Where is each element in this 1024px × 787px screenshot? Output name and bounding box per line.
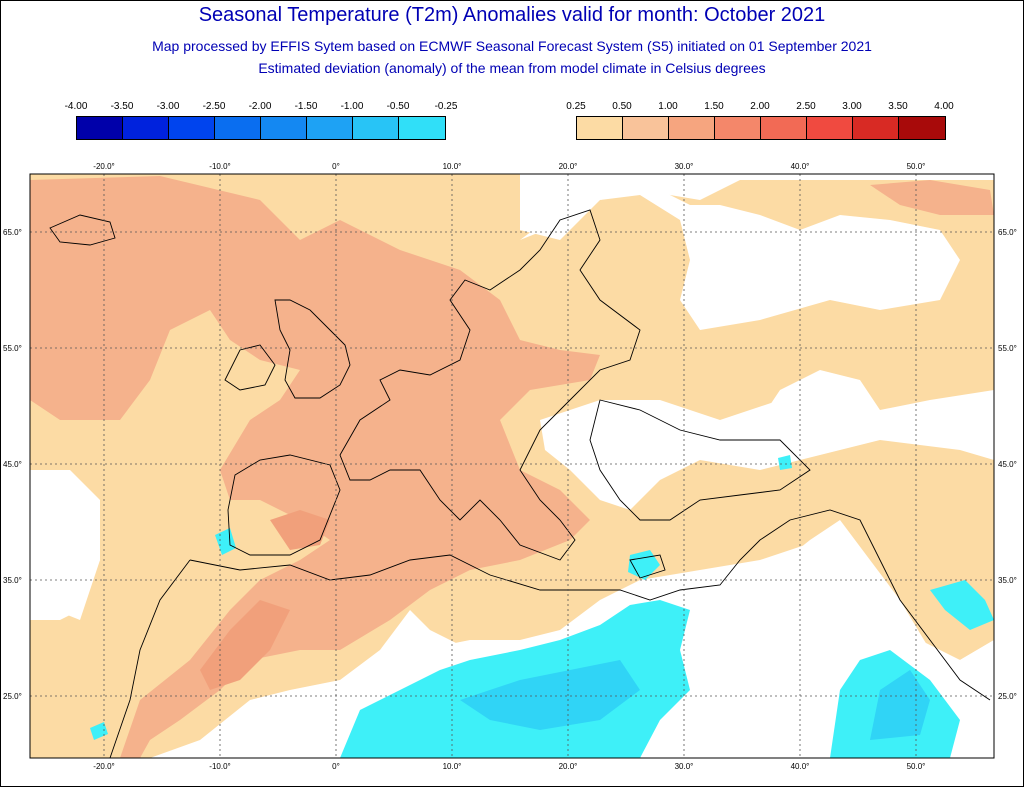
lat-label-left: 35.0° — [3, 576, 22, 585]
lat-label-right: 65.0° — [998, 228, 1017, 237]
lon-label-top: -10.0° — [209, 162, 230, 171]
lon-label-top: 0° — [332, 162, 340, 171]
anomaly-region-warm — [40, 185, 170, 245]
legend-swatch — [123, 117, 169, 139]
lon-label-bottom: 20.0° — [559, 762, 578, 771]
lon-label-bottom: 40.0° — [791, 762, 810, 771]
legend-swatch — [307, 117, 353, 139]
lon-label-bottom: 30.0° — [675, 762, 694, 771]
lat-label-right: 45.0° — [998, 460, 1017, 469]
legend-negative-label: -3.00 — [156, 101, 180, 112]
map-subtitle-line1: Map processed by EFFIS Sytem based on EC… — [152, 38, 872, 54]
lon-label-top: 30.0° — [675, 162, 694, 171]
lat-label-left: 55.0° — [3, 344, 22, 353]
anomaly-region-warm — [30, 176, 600, 758]
legend-positive-label: 3.00 — [842, 101, 862, 112]
legend-swatch — [853, 117, 899, 139]
map-border — [29, 173, 995, 759]
legend-negative — [76, 116, 446, 140]
anomaly-fields — [30, 174, 994, 758]
lat-label-left: 45.0° — [3, 460, 22, 469]
legend-negative-label: -1.50 — [294, 101, 318, 112]
lon-label-top: 20.0° — [559, 162, 578, 171]
anomaly-region-warm — [870, 180, 994, 215]
coastline — [339, 209, 641, 561]
legend-swatch — [353, 117, 399, 139]
legend-swatch — [261, 117, 307, 139]
legend-positive-label: 2.50 — [796, 101, 816, 112]
lat-label-left: 25.0° — [3, 692, 22, 701]
coastlines — [49, 209, 991, 758]
legend-negative-label: -0.50 — [386, 101, 410, 112]
legend-swatch — [169, 117, 215, 139]
lon-label-top: 10.0° — [443, 162, 462, 171]
anomaly-region-cold — [778, 455, 792, 470]
coastline — [629, 554, 666, 579]
legend-swatch — [577, 117, 623, 139]
anomaly-region-hot — [270, 510, 330, 550]
legend-positive-label: 1.00 — [658, 101, 678, 112]
legend-positive — [576, 116, 946, 140]
legend-positive-label: 4.00 — [934, 101, 954, 112]
coastline — [224, 344, 276, 391]
legend-negative-label: -0.25 — [434, 101, 458, 112]
anomaly-region-hot — [200, 600, 290, 690]
anomaly-region-cold — [930, 580, 994, 630]
legend-swatch — [715, 117, 761, 139]
graticule — [30, 174, 994, 758]
legend-negative-label: -4.00 — [64, 101, 88, 112]
legend-positive-label: 2.00 — [750, 101, 770, 112]
legend-positive-label: 0.25 — [566, 101, 586, 112]
lat-label-right: 55.0° — [998, 344, 1017, 353]
lon-label-bottom: -20.0° — [93, 762, 114, 771]
lon-label-top: 40.0° — [791, 162, 810, 171]
lon-labels: -20.0° -10.0° 0° 10.0° 20.0° 30.0° 40.0°… — [93, 162, 925, 771]
legend-positive-label: 0.50 — [612, 101, 632, 112]
lon-label-top: -20.0° — [93, 162, 114, 171]
legend-negative-label: -2.50 — [202, 101, 226, 112]
neutral-region — [30, 470, 100, 620]
legend-swatch — [215, 117, 261, 139]
neutral-region — [540, 400, 820, 510]
lon-label-bottom: 50.0° — [907, 762, 926, 771]
lat-label-right: 35.0° — [998, 576, 1017, 585]
legend-swatch — [77, 117, 123, 139]
coastline — [589, 399, 811, 521]
lon-label-bottom: 10.0° — [443, 762, 462, 771]
lat-label-right: 25.0° — [998, 692, 1017, 701]
neutral-region — [520, 190, 960, 330]
legend-negative-label: -3.50 — [110, 101, 134, 112]
legend-swatch — [899, 117, 945, 139]
legend-swatch — [807, 117, 853, 139]
anomaly-region-cold — [90, 722, 108, 740]
coastline — [109, 559, 191, 758]
coastline — [227, 454, 341, 556]
lon-label-bottom: -10.0° — [209, 762, 230, 771]
lon-label-bottom: 0° — [332, 762, 340, 771]
legend-negative-label: -2.00 — [248, 101, 272, 112]
anomaly-region-cold — [628, 550, 660, 580]
legend-positive-label: 1.50 — [704, 101, 724, 112]
legend-swatch — [399, 117, 445, 139]
legend-swatch — [761, 117, 807, 139]
map-title: Seasonal Temperature (T2m) Anomalies val… — [198, 4, 826, 26]
legend-swatch — [669, 117, 715, 139]
coastline — [49, 214, 116, 246]
coastline — [189, 509, 991, 701]
map-subtitle-line2: Estimated deviation (anomaly) of the mea… — [258, 60, 766, 76]
anomaly-region-cold — [460, 660, 640, 730]
anomaly-region-cold — [870, 670, 930, 740]
coastline — [274, 299, 351, 399]
legend-swatch — [623, 117, 669, 139]
anomaly-region-cold — [340, 600, 690, 758]
lat-label-left: 65.0° — [3, 228, 22, 237]
legend-negative-label: -1.00 — [340, 101, 364, 112]
legend-positive-label: 3.50 — [888, 101, 908, 112]
lon-label-top: 50.0° — [907, 162, 926, 171]
lat-labels: 65.0° 55.0° 45.0° 35.0° 25.0° 65.0° 55.0… — [3, 228, 1017, 701]
